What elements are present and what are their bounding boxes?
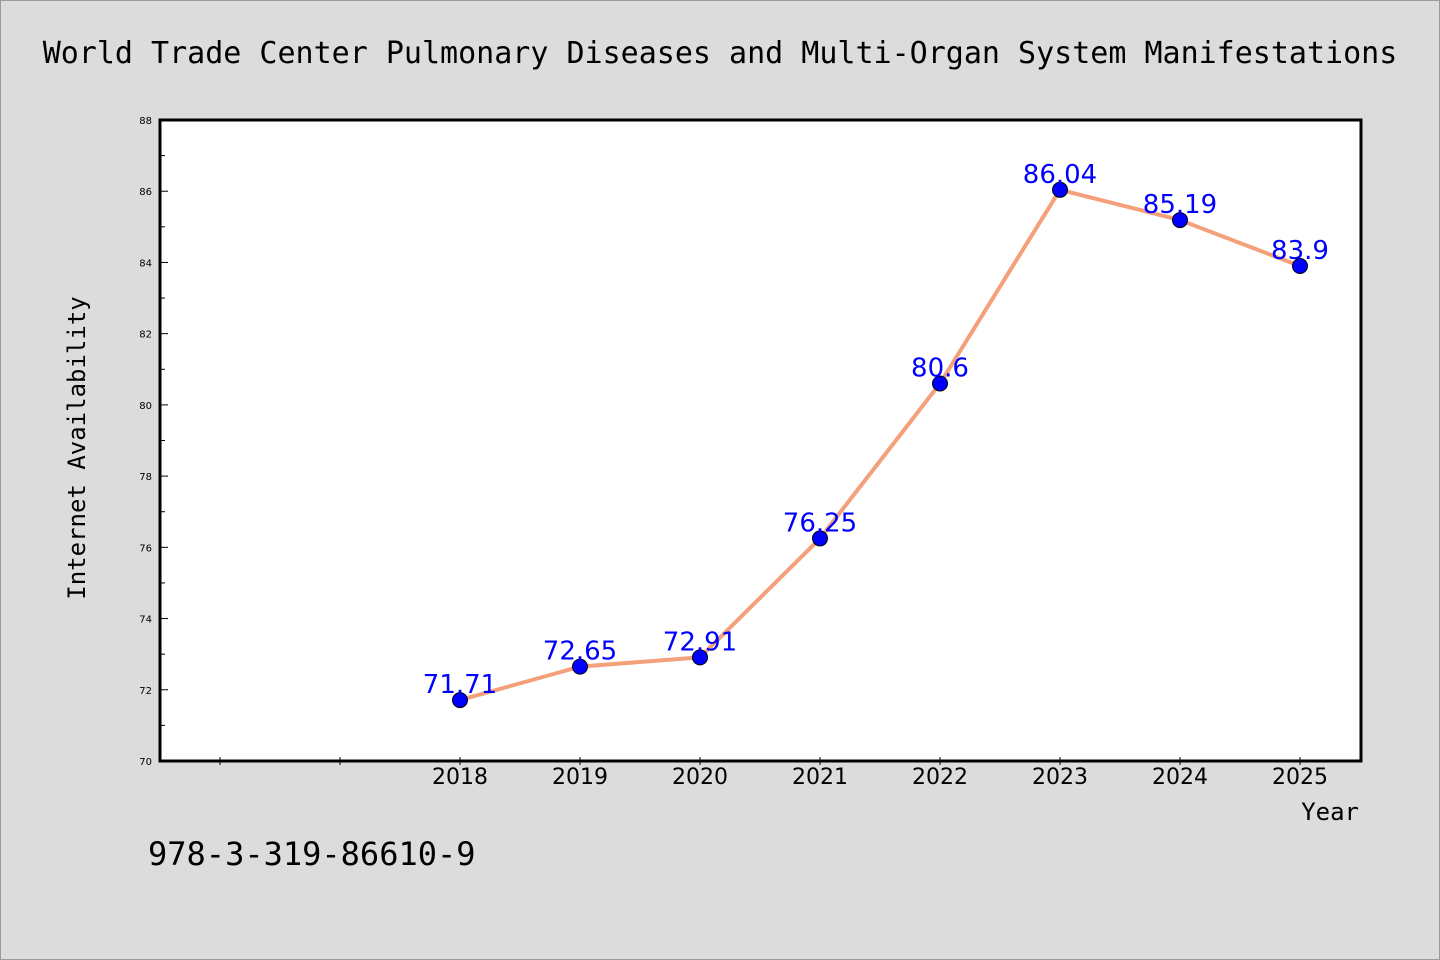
isbn-text: 978-3-319-86610-9 (148, 835, 476, 873)
data-point (1052, 181, 1068, 198)
data-label: 71.71 (423, 670, 497, 700)
data-label: 80.6 (911, 354, 969, 384)
data-point (1172, 212, 1188, 229)
series-line-group: 71.71 72.65 72.91 76.25 80.6 86.04 85.19 83.9 (423, 160, 1329, 709)
data-label: 86.04 (1023, 160, 1097, 190)
y-tick-label: 78 (139, 472, 152, 483)
data-label: 83.9 (1271, 236, 1329, 266)
y-axis: 70 72 74 76 78 80 82 84 86 88 (139, 116, 168, 768)
y-tick-label: 88 (139, 116, 152, 127)
data-point (452, 692, 468, 709)
y-tick-label: 74 (139, 615, 152, 626)
data-point (692, 649, 708, 666)
x-tick-label: 2023 (1032, 765, 1088, 790)
x-tick-label: 2021 (792, 765, 848, 790)
y-tick-label: 82 (139, 330, 152, 341)
data-point (572, 658, 588, 675)
x-axis: 2018 2019 2020 2021 2022 2023 2024 2025 (219, 757, 1328, 790)
x-tick-label: 2022 (912, 765, 968, 790)
data-label: 76.25 (783, 508, 857, 538)
data-point (932, 375, 948, 392)
data-label: 72.91 (663, 627, 737, 657)
x-tick-label: 2025 (1272, 765, 1328, 790)
x-tick-label: 2024 (1152, 765, 1208, 790)
y-tick-label: 84 (139, 258, 152, 269)
data-label: 85.19 (1143, 190, 1217, 220)
y-tick-label: 70 (139, 757, 152, 768)
y-tick-label: 72 (139, 686, 152, 697)
y-tick-label: 80 (139, 401, 152, 412)
data-point (1292, 258, 1308, 275)
plot-area (158, 118, 1363, 763)
x-axis-title: Year (1301, 798, 1359, 826)
data-point (812, 530, 828, 547)
series-line (459, 187, 1301, 703)
chart-title: World Trade Center Pulmonary Diseases an… (43, 36, 1398, 71)
data-label: 72.65 (543, 637, 617, 667)
x-tick-label: 2018 (432, 765, 488, 790)
y-tick-label: 76 (139, 543, 152, 554)
y-axis-title: Internet Availability (63, 296, 91, 599)
y-tick-label: 86 (139, 187, 152, 198)
x-tick-label: 2020 (672, 765, 728, 790)
x-tick-label: 2019 (552, 765, 608, 790)
